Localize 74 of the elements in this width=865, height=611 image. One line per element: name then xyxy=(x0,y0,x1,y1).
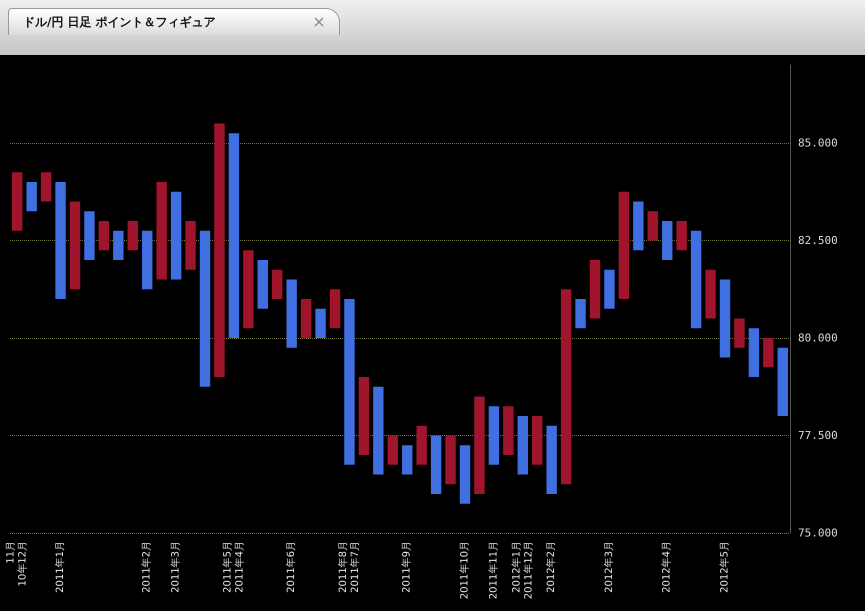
bar xyxy=(430,436,442,494)
bar xyxy=(373,386,384,474)
bar xyxy=(40,172,52,202)
bar xyxy=(142,230,152,290)
bar xyxy=(474,396,485,494)
x-tick-label: 2012年5月 xyxy=(718,541,730,593)
bar xyxy=(690,230,702,328)
x-tick-label: 2011年3月 xyxy=(170,541,182,593)
bar xyxy=(98,221,110,250)
bar xyxy=(12,172,22,231)
bar xyxy=(445,436,456,484)
bar xyxy=(358,377,370,455)
bar xyxy=(648,211,658,240)
bar xyxy=(55,182,66,299)
x-tick-label: 2011年9月 xyxy=(400,541,413,593)
bar xyxy=(705,270,716,318)
bar xyxy=(113,230,124,260)
bar xyxy=(315,308,326,338)
x-tick-label: 11月 10年12月 xyxy=(6,541,29,586)
bar xyxy=(258,260,268,309)
bar xyxy=(272,270,282,299)
bar xyxy=(128,221,138,250)
bar xyxy=(185,221,196,270)
bar xyxy=(488,406,500,465)
bar xyxy=(344,299,355,465)
bar xyxy=(662,221,672,260)
bar xyxy=(518,416,528,474)
x-tick-label: 2011年1月 xyxy=(54,541,66,593)
bar xyxy=(200,230,210,387)
x-tick-label: 2012年4月 xyxy=(660,541,673,593)
bar xyxy=(503,406,514,455)
bar xyxy=(402,445,412,474)
bar xyxy=(734,318,745,348)
bar xyxy=(214,124,225,377)
bar xyxy=(388,436,398,465)
x-tick-label: 2012年2月 xyxy=(545,541,558,593)
bar xyxy=(286,280,297,348)
x-tick-label: 2011年5月 2011年4月 xyxy=(221,541,246,593)
bar xyxy=(84,211,95,260)
bar xyxy=(604,270,615,309)
bar xyxy=(170,192,182,280)
bar xyxy=(763,338,774,368)
y-tick-label: 75.000 xyxy=(798,526,838,540)
bar xyxy=(532,416,542,465)
x-tick-label: 2012年1月 2011年12月 xyxy=(510,541,534,600)
bar xyxy=(70,202,80,290)
x-tick-label: 2011年6月 xyxy=(285,541,298,593)
bar xyxy=(560,289,572,484)
bar xyxy=(633,202,644,250)
x-tick-label: 2011年2月 xyxy=(140,541,153,593)
y-tick-label: 77.500 xyxy=(798,429,838,442)
bar xyxy=(156,182,167,280)
y-tick-label: 82.500 xyxy=(798,234,838,247)
bar xyxy=(460,445,470,504)
bar xyxy=(618,192,630,299)
bar xyxy=(228,133,240,338)
bar xyxy=(720,280,730,358)
bar xyxy=(676,221,687,250)
bar xyxy=(416,426,427,465)
x-tick-label: 2011年11月 xyxy=(487,541,500,600)
x-tick-label: 2011年8月 2011年7月 xyxy=(336,541,361,593)
y-tick-label: 80.000 xyxy=(798,332,838,344)
bar xyxy=(546,426,557,494)
bar xyxy=(330,289,340,328)
bar xyxy=(300,299,312,338)
bar xyxy=(575,299,586,328)
x-tick-label: 2012年3月 xyxy=(602,541,615,593)
bar xyxy=(26,182,37,212)
bar xyxy=(590,260,600,318)
x-tick-label: 2011年10月 xyxy=(458,541,470,600)
bar xyxy=(748,328,760,377)
bar xyxy=(778,348,788,416)
y-tick-label: 85.000 xyxy=(798,136,838,150)
bar xyxy=(243,250,254,328)
